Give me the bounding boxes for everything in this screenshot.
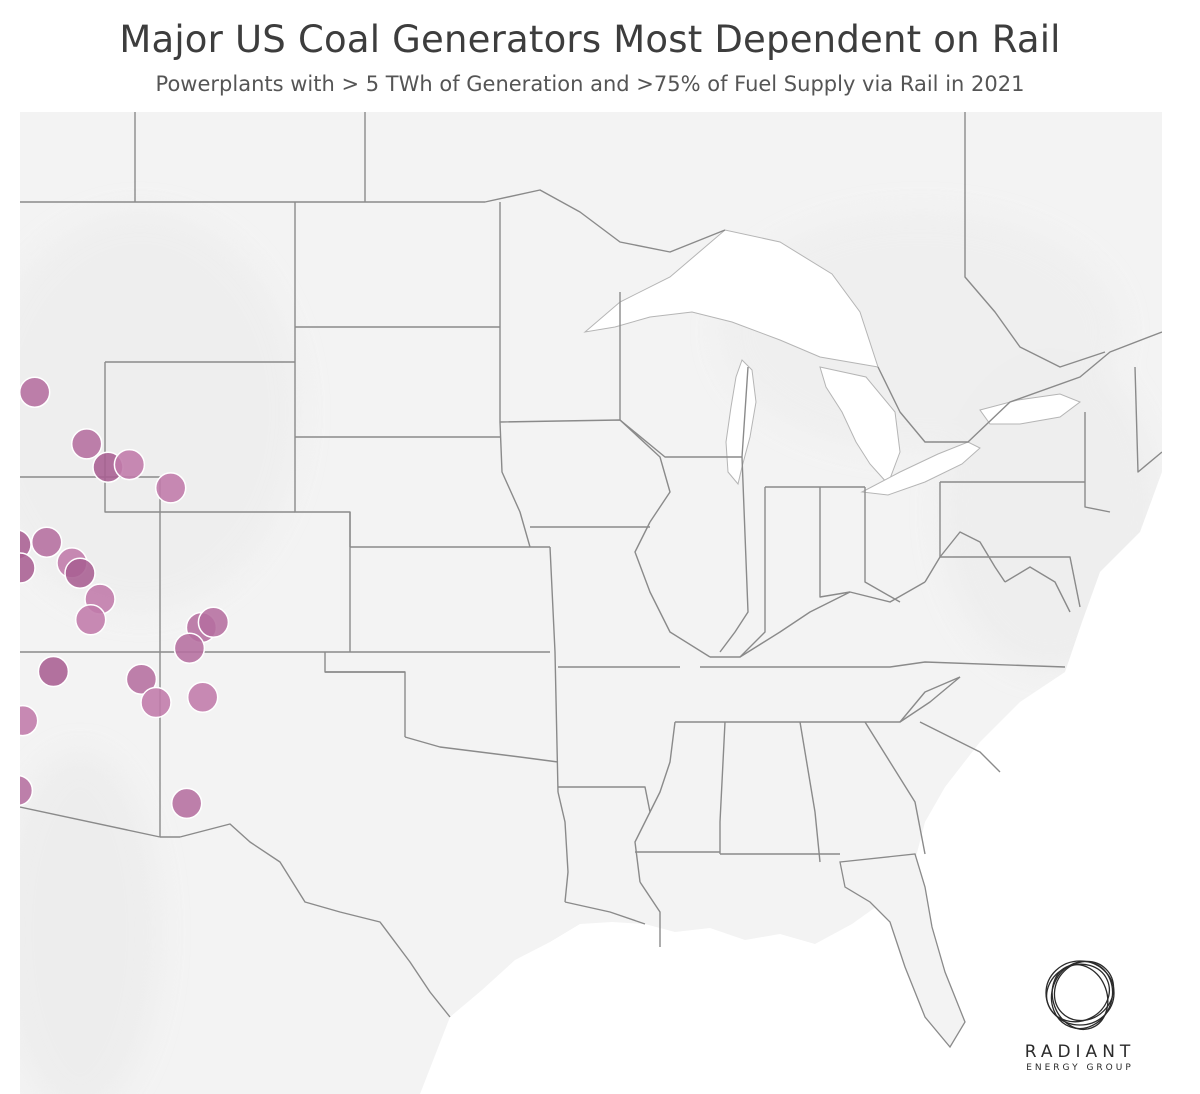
page-title: Major US Coal Generators Most Dependent …	[119, 18, 1061, 61]
page-subtitle: Powerplants with > 5 TWh of Generation a…	[155, 72, 1025, 96]
lake-huron	[819, 366, 901, 485]
lake-erie	[860, 441, 981, 496]
powerplant-marker[interactable]	[125, 663, 158, 695]
powerplant-marker[interactable]	[37, 655, 70, 688]
powerplant-marker[interactable]	[20, 529, 32, 561]
map-background	[20, 112, 1162, 1094]
powerplant-markers	[20, 376, 230, 820]
powerplant-marker[interactable]	[140, 686, 172, 719]
powerplant-marker[interactable]	[20, 774, 34, 807]
powerplant-marker[interactable]	[186, 681, 219, 714]
logo-name: RADIANT	[1024, 1042, 1136, 1062]
us-map[interactable]	[20, 112, 1162, 1094]
powerplant-marker[interactable]	[20, 704, 39, 737]
radiant-logo-mark	[1045, 960, 1115, 1031]
lake-ontario	[979, 393, 1082, 425]
powerplant-marker[interactable]	[20, 376, 51, 408]
lake-michigan	[725, 359, 757, 486]
florida	[839, 853, 966, 1049]
powerplant-marker[interactable]	[64, 557, 96, 589]
logo-rings-icon	[1045, 960, 1115, 1031]
logo-tagline: ENERGY GROUP	[1026, 1063, 1134, 1073]
oceans	[420, 472, 1162, 1094]
powerplant-marker[interactable]	[30, 526, 63, 558]
powerplant-marker[interactable]	[74, 604, 107, 636]
powerplant-marker[interactable]	[20, 552, 36, 584]
powerplant-marker[interactable]	[154, 472, 187, 504]
powerplant-marker[interactable]	[70, 428, 103, 460]
atlantic-ocean	[898, 472, 1162, 1094]
powerplant-marker[interactable]	[173, 632, 206, 664]
powerplant-marker[interactable]	[197, 606, 230, 639]
powerplant-marker[interactable]	[170, 787, 203, 820]
gulf-of-mexico	[420, 904, 980, 1094]
powerplant-marker[interactable]	[113, 448, 146, 481]
state-borders	[20, 112, 1162, 1018]
